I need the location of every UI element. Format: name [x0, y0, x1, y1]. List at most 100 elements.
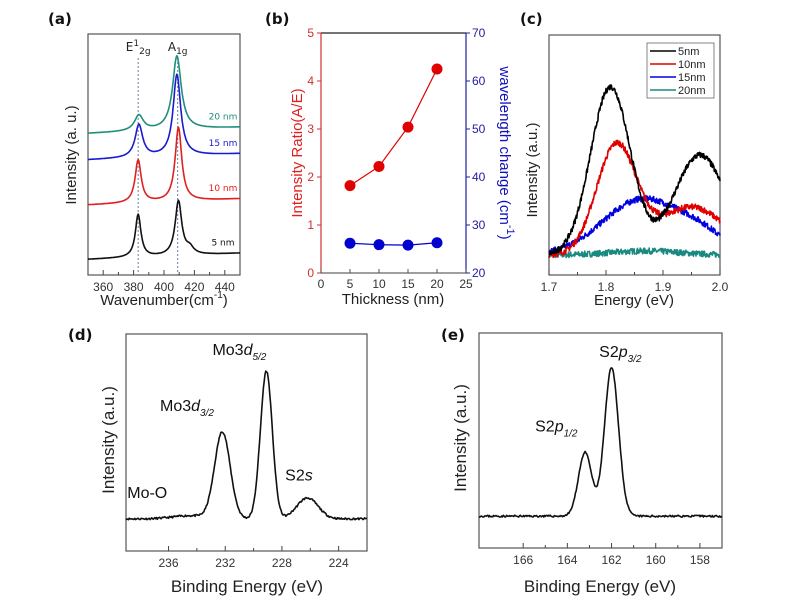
x-tick-label: 166: [513, 553, 533, 567]
panel-e-x-label: Binding Energy (eV): [524, 577, 676, 596]
panel-e-curves: [479, 367, 723, 518]
panel-c-x-ticks: 1.7 1.8 1.9 2.0: [541, 270, 729, 294]
series-S2p: [479, 367, 723, 518]
panel-c-x-label: Energy (eV): [594, 292, 674, 309]
legend-box: [646, 42, 715, 99]
panel-a-y-label: Intensity (a. u.): [63, 105, 80, 204]
series-label: 5 nm: [211, 238, 234, 248]
y-right-tick-label: 50: [472, 122, 486, 136]
x-tick-label: 1.8: [598, 280, 615, 294]
x-tick-label: 20: [430, 277, 444, 291]
panel-e-x-ticks: 166 164 162 160 158: [513, 543, 710, 567]
x-tick-label: 224: [329, 556, 349, 570]
legend-label: 20nm: [678, 85, 706, 97]
panel-d-x-label: Binding Energy (eV): [171, 577, 323, 596]
y-left-tick-label: 0: [307, 266, 314, 280]
peak-annotation: S2s: [285, 467, 313, 484]
data-point-left: [344, 180, 356, 192]
y-right-tick-label: 20: [472, 266, 486, 280]
x-tick-label: 228: [272, 556, 292, 570]
panel-c-curves: [548, 84, 721, 259]
x-tick-label: 1.9: [655, 280, 672, 294]
y-left-tick-label: 1: [307, 218, 314, 232]
peak-annotation: S2p3/2: [599, 344, 642, 365]
legend-label: 5nm: [678, 46, 699, 58]
series-20nm: [88, 54, 240, 134]
panel-e-label: (e): [441, 326, 465, 344]
series-line-right: [349, 242, 438, 246]
x-tick-label: 162: [602, 553, 622, 567]
x-tick-label: 1.7: [541, 280, 558, 294]
series-15nm: [87, 73, 241, 161]
data-point-left: [402, 121, 414, 133]
series-Mo3d: [125, 370, 368, 521]
peak-annotation: Mo-O: [127, 485, 167, 502]
series-5nm: [548, 84, 721, 256]
peak-marker-label: A1g: [168, 40, 188, 57]
y-left-tick-label: 4: [307, 74, 314, 88]
data-point-left: [373, 160, 385, 172]
data-point-right: [402, 239, 414, 251]
panel-c-y-label: Intensity (a.u.): [524, 122, 541, 217]
panel-e: (e) 166 164 162 160 158 S2p3/2 S2p1/2 Intensi…: [441, 326, 723, 596]
series-label: 15 nm: [209, 139, 238, 149]
legend-label: 15nm: [678, 72, 706, 84]
panel-d-annotations: Mo3d5/2 Mo3d3/2 Mo-O S2s: [127, 342, 312, 502]
x-tick-label: 360: [93, 280, 113, 294]
x-tick-label: 25: [459, 277, 473, 291]
series-label: 20 nm: [209, 113, 238, 123]
x-tick-label: 420: [184, 280, 204, 294]
x-tick-label: 164: [557, 553, 577, 567]
panel-d-frame: [125, 333, 368, 552]
panel-b-data: [344, 63, 443, 251]
panel-e-frame: [478, 332, 723, 549]
panel-e-y-label: Intensity (a.u.): [451, 384, 470, 492]
y-right-tick-label: 60: [472, 74, 486, 88]
panel-c-label: (c): [520, 10, 543, 28]
panel-d-y-label: Intensity (a.u.): [99, 386, 118, 494]
series-label: 10 nm: [209, 184, 238, 194]
x-tick-label: 158: [690, 553, 710, 567]
data-point-right: [431, 237, 443, 249]
x-tick-label: 15: [401, 277, 415, 291]
y-right-tick-label: 40: [472, 170, 486, 184]
panel-d-label: (d): [68, 326, 92, 344]
panel-a-label: (a): [48, 10, 72, 28]
series-10nm: [87, 126, 240, 206]
peak-marker-label: E12g: [126, 39, 151, 57]
data-point-right: [373, 239, 385, 251]
series-20nm: [548, 247, 721, 259]
x-tick-label: 232: [215, 556, 235, 570]
panel-b-y-right-label: wavelength change (cm-1): [496, 65, 516, 239]
panel-a: (a) 360 380 400 420 440 E12g A1g 5 nm 10 nm 15 …: [48, 10, 241, 309]
x-tick-label: 236: [159, 556, 179, 570]
series-line-left: [349, 68, 438, 187]
series-10nm: [548, 139, 721, 258]
x-tick-label: 440: [215, 280, 235, 294]
x-tick-label: 160: [646, 553, 666, 567]
x-tick-label: 0: [318, 277, 325, 291]
y-left-tick-label: 3: [307, 122, 314, 136]
data-point-right: [344, 237, 356, 249]
x-tick-label: 10: [372, 277, 386, 291]
panel-a-peak-markers: E12g A1g: [126, 39, 188, 275]
panel-d: (d) 236 232 228 224 Mo3d5/2 Mo3d3/2 Mo-O S2s I…: [68, 326, 368, 596]
panel-a-x-label: Wavenumber(cm-1): [100, 290, 228, 309]
panel-e-annotations: S2p3/2 S2p1/2: [535, 344, 642, 440]
y-left-tick-label: 2: [307, 170, 314, 184]
peak-annotation: S2p1/2: [535, 419, 578, 440]
peak-annotation: Mo3d3/2: [160, 398, 214, 419]
panel-d-x-ticks: 236 232 228 224: [159, 546, 349, 570]
y-right-tick-label: 70: [472, 26, 486, 40]
legend-label: 10nm: [678, 59, 706, 71]
panel-b-y-left-label: Intensity Ratio(A/E): [289, 88, 306, 217]
x-tick-label: 2.0: [712, 280, 729, 294]
panel-a-x-ticks: 360 380 400 420 440: [93, 270, 235, 294]
x-tick-label: 380: [124, 280, 144, 294]
panel-b-x-label: Thickness (nm): [342, 291, 445, 308]
